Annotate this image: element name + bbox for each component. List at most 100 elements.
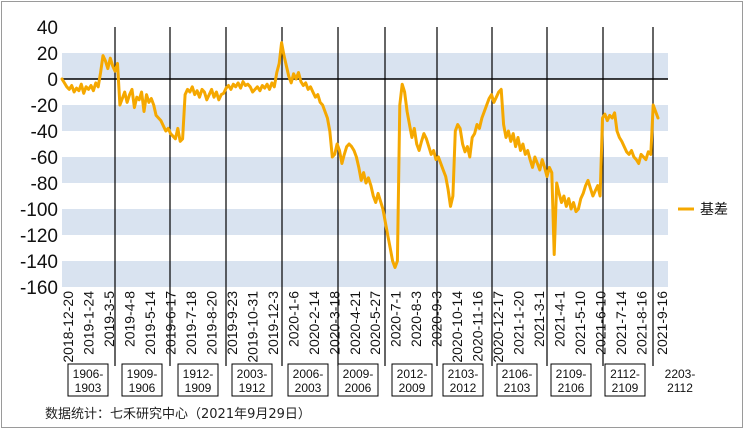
x-tick-label: 2020-2-14 <box>306 291 322 355</box>
period-box-border <box>177 363 219 397</box>
x-tick-label: 2019-10-31 <box>244 291 260 363</box>
y-tick-label: -20 <box>31 96 58 117</box>
x-tick-label: 2021-1-20 <box>511 291 527 355</box>
period-label: 2112 <box>667 381 693 395</box>
period-box-border <box>496 363 538 397</box>
x-tick-label: 2019-9-23 <box>224 291 240 355</box>
period-box: 2103-2012 <box>442 363 484 397</box>
source-note: 数据统计：七禾研究中心（2021年9月29日） <box>45 407 311 422</box>
period-box: 1912-1909 <box>177 363 219 397</box>
x-tick-label: 2020-3-18 <box>326 291 342 355</box>
period-label: 1912 <box>239 381 266 395</box>
y-tick-label: -160 <box>20 278 58 299</box>
band-20 <box>62 53 668 79</box>
x-tick-label: 2020-8-3 <box>408 291 424 347</box>
period-label: 1909 <box>185 381 212 395</box>
period-box-border <box>231 363 273 397</box>
period-label: 1909- <box>127 367 158 381</box>
x-tick-label: 2020-12-17 <box>490 291 506 363</box>
period-box-border <box>67 363 109 397</box>
period-box-border <box>121 363 163 397</box>
x-tick-label: 2021-8-16 <box>634 291 650 355</box>
period-label: 2006 <box>345 381 372 395</box>
x-tick-label: 2019-6-17 <box>162 291 178 355</box>
x-tick-label: 2018-12-20 <box>60 291 76 363</box>
period-label: 2009 <box>399 381 426 395</box>
period-label: 2012 <box>450 381 477 395</box>
period-box: 2112-2109 <box>604 363 646 397</box>
x-tick-label: 2020-7-1 <box>388 291 404 347</box>
y-tick-label: -100 <box>20 200 58 221</box>
background-bands <box>62 53 668 287</box>
period-box-border <box>391 363 433 397</box>
y-tick-label: -140 <box>20 252 58 273</box>
period-box: 2106-2103 <box>496 363 538 397</box>
y-tick-label: 0 <box>47 70 58 91</box>
period-box: 2003-1912 <box>231 363 273 397</box>
y-tick-label: -120 <box>20 226 58 247</box>
period-box-border <box>287 363 329 397</box>
x-tick-label: 2019-3-5 <box>101 291 117 347</box>
period-box-border <box>442 363 484 397</box>
band--20 <box>62 105 668 131</box>
y-tick-label: -80 <box>31 174 58 195</box>
period-label: 2109- <box>556 367 587 381</box>
x-axis: 2018-12-20 2019-1-24 2019-3-5 2019-4-8 2019-… <box>60 291 670 363</box>
period-label: 2109 <box>612 381 639 395</box>
series-line-basis <box>60 41 660 269</box>
x-tick-label: 2020-4-21 <box>347 291 363 355</box>
period-box: 1909-1906 <box>121 363 163 397</box>
period-box: 2009-2006 <box>337 363 379 397</box>
x-tick-label: 2019-4-8 <box>121 291 137 347</box>
x-tick-label: 2019-5-14 <box>142 291 158 355</box>
period-label: 2106 <box>558 381 585 395</box>
period-label: 2103- <box>448 367 479 381</box>
y-axis: 40 20 0 -20 -40 -60 -80 -100 -120 -140 -160 <box>20 18 668 299</box>
x-tick-label: 2021-4-1 <box>552 291 568 347</box>
period-box: 2109-2106 <box>550 363 592 397</box>
y-tick-label: 40 <box>37 18 58 39</box>
period-label: 2009- <box>343 367 374 381</box>
y-tick-label: -60 <box>31 148 58 169</box>
period-label: 2012- <box>397 367 428 381</box>
x-tick-label: 2019-7-18 <box>183 291 199 355</box>
x-tick-label: 2021-7-14 <box>613 291 629 355</box>
period-box: 2006-2003 <box>287 363 329 397</box>
period-label: 1906- <box>73 367 104 381</box>
band--140 <box>62 261 668 287</box>
period-label: 1912- <box>183 367 214 381</box>
x-tick-label: 2020-5-27 <box>367 291 383 355</box>
period-label: 2106- <box>502 367 533 381</box>
y-tick-label: 20 <box>37 44 58 65</box>
period-box-border <box>550 363 592 397</box>
period-label: 1906 <box>129 381 156 395</box>
period-box: 1906-1903 <box>67 363 109 397</box>
period-box-border <box>337 363 379 397</box>
period-box: 2012-2009 <box>391 363 433 397</box>
contract-period-boxes: 1906-1903 1909-1906 1912-1909 2003-1912 2006… <box>67 363 696 397</box>
x-tick-label: 2020-10-14 <box>449 291 465 363</box>
x-tick-label: 2019-8-20 <box>203 291 219 355</box>
period-label: 2006- <box>293 367 324 381</box>
legend: 基差 <box>678 201 728 218</box>
x-tick-label: 2021-3-1 <box>531 291 547 347</box>
x-tick-label: 2020-11-16 <box>470 291 486 362</box>
y-tick-label: -40 <box>31 122 58 143</box>
legend-label: 基差 <box>700 201 728 218</box>
period-label: 2203- <box>665 367 696 381</box>
x-tick-label: 2019-12-3 <box>265 291 281 355</box>
x-tick-label: 2020-9-3 <box>429 291 445 347</box>
period-label: 2003- <box>237 367 268 381</box>
period-label: 1903 <box>75 381 102 395</box>
x-tick-label: 2021-6-10 <box>593 291 609 355</box>
contract-roll-lines <box>114 27 654 366</box>
period-label: 2103 <box>504 381 531 395</box>
x-tick-label: 2021-9-16 <box>654 291 670 355</box>
x-tick-label: 2021-5-10 <box>572 291 588 355</box>
period-box-border <box>604 363 646 397</box>
x-tick-label: 2019-1-24 <box>80 291 96 355</box>
band--100 <box>62 209 668 235</box>
period-label: 2112- <box>610 367 640 381</box>
